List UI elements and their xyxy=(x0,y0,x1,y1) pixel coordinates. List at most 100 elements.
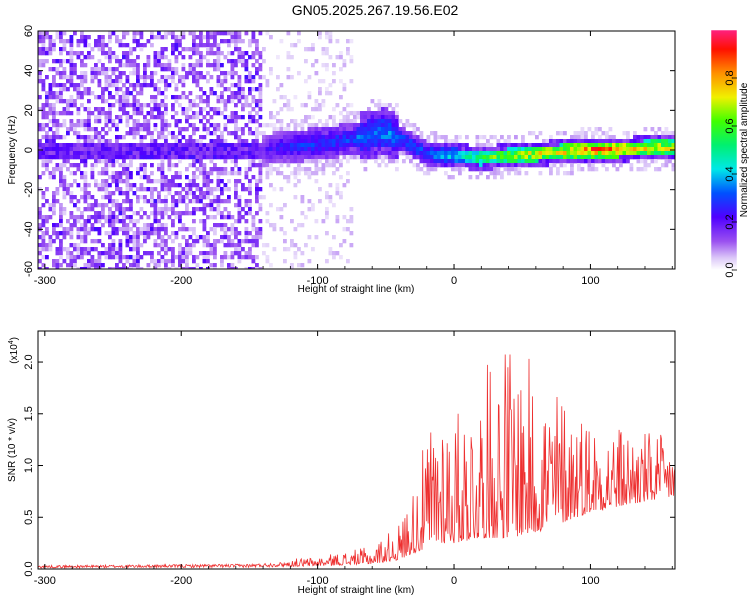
heatmap-cell xyxy=(230,143,235,148)
heatmap-cell xyxy=(234,103,238,108)
heatmap-cell xyxy=(549,163,553,168)
heatmap-cell xyxy=(251,147,256,152)
heatmap-cell xyxy=(668,143,672,148)
heatmap-cell xyxy=(353,115,357,120)
heatmap-cell xyxy=(41,195,46,200)
heatmap-cell xyxy=(237,95,242,100)
heatmap-cell xyxy=(286,143,291,148)
heatmap-cell xyxy=(48,47,53,52)
heatmap-cell xyxy=(206,95,210,100)
heatmap-cell xyxy=(342,239,347,244)
heatmap-cell xyxy=(164,95,168,100)
heatmap-cell xyxy=(248,143,252,148)
heatmap-cell xyxy=(468,155,473,160)
heatmap-cell xyxy=(601,155,606,160)
heatmap-cell xyxy=(234,71,238,76)
heatmap-cell xyxy=(416,147,420,152)
heatmap-cell xyxy=(570,171,574,176)
heatmap-cell xyxy=(321,135,326,140)
heatmap-cell xyxy=(150,139,154,144)
heatmap-cell xyxy=(633,135,637,140)
heatmap-cell xyxy=(76,135,81,140)
heatmap-cell xyxy=(223,115,228,120)
heatmap-cell xyxy=(48,139,53,144)
heatmap-cell xyxy=(314,135,319,140)
heatmap-cell xyxy=(468,163,473,168)
heatmap-cell xyxy=(594,139,599,144)
heatmap-cell xyxy=(41,235,46,240)
heatmap-cell xyxy=(146,227,151,232)
heatmap-cell xyxy=(122,151,126,156)
heatmap-cell xyxy=(664,127,669,132)
heatmap-cell xyxy=(83,219,88,224)
heatmap-cell xyxy=(556,143,560,148)
heatmap-cell xyxy=(619,143,623,148)
heatmap-cell xyxy=(272,135,277,140)
heatmap-cell xyxy=(297,223,301,228)
heatmap-cell xyxy=(612,159,616,164)
heatmap-cell xyxy=(83,171,88,176)
heatmap-cell xyxy=(129,227,133,232)
heatmap-cell xyxy=(41,263,46,268)
heatmap-cell xyxy=(150,75,154,80)
heatmap-cell xyxy=(69,235,74,240)
heatmap-cell xyxy=(174,71,179,76)
heatmap-cell xyxy=(185,243,189,248)
heatmap-cell xyxy=(55,123,60,128)
heatmap-cell xyxy=(62,47,67,52)
heatmap-cell xyxy=(335,135,340,140)
heatmap-cell xyxy=(349,139,354,144)
heatmap-cell xyxy=(69,103,74,108)
heatmap-cell xyxy=(339,95,343,100)
heatmap-cell xyxy=(230,63,235,68)
heatmap-cell xyxy=(108,223,112,228)
heatmap-cell xyxy=(521,163,525,168)
heatmap-cell xyxy=(342,143,347,148)
heatmap-cell xyxy=(223,55,228,60)
heatmap-cell xyxy=(297,159,301,164)
heatmap-cell xyxy=(398,151,403,156)
heatmap-cell xyxy=(339,143,343,148)
heatmap-cell xyxy=(227,211,231,216)
heatmap-cell xyxy=(545,159,550,164)
heatmap-cell xyxy=(391,139,396,144)
heatmap-cell xyxy=(290,143,294,148)
heatmap-cell xyxy=(132,131,137,136)
heatmap-cell xyxy=(143,123,147,128)
heatmap-cell xyxy=(479,167,483,172)
heatmap-cell xyxy=(94,115,98,120)
heatmap-cell xyxy=(307,235,312,240)
heatmap-cell xyxy=(108,59,112,64)
heatmap-cell xyxy=(391,147,396,152)
heatmap-cell xyxy=(209,227,214,232)
heatmap-cell xyxy=(419,131,424,136)
heatmap-cell xyxy=(255,51,259,56)
heatmap-cell xyxy=(55,187,60,192)
heatmap-cell xyxy=(496,163,501,168)
heatmap-cell xyxy=(129,143,133,148)
heatmap-cell xyxy=(125,151,130,156)
heatmap-cell xyxy=(111,247,116,252)
heatmap-cell xyxy=(416,127,420,132)
heatmap-cell xyxy=(129,207,133,212)
heatmap-cell xyxy=(657,127,662,132)
heatmap-cell xyxy=(367,151,371,156)
heatmap-cell xyxy=(563,151,567,156)
heatmap-cell xyxy=(605,135,609,140)
heatmap-cell xyxy=(125,75,130,80)
heatmap-cell xyxy=(202,243,207,248)
heatmap-cell xyxy=(332,171,336,176)
heatmap-cell xyxy=(62,183,67,188)
heatmap-cell xyxy=(164,139,168,144)
heatmap-cell xyxy=(377,163,382,168)
heatmap-cell xyxy=(433,135,438,140)
heatmap-cell xyxy=(62,111,67,116)
heatmap-cell xyxy=(304,151,308,156)
heatmap-cell xyxy=(293,131,298,136)
heatmap-cell xyxy=(594,151,599,156)
heatmap-cell xyxy=(279,187,284,192)
heatmap-cell xyxy=(90,67,95,72)
heatmap-cell xyxy=(178,51,182,56)
heatmap-cell xyxy=(262,135,266,140)
heatmap-cell xyxy=(192,171,196,176)
